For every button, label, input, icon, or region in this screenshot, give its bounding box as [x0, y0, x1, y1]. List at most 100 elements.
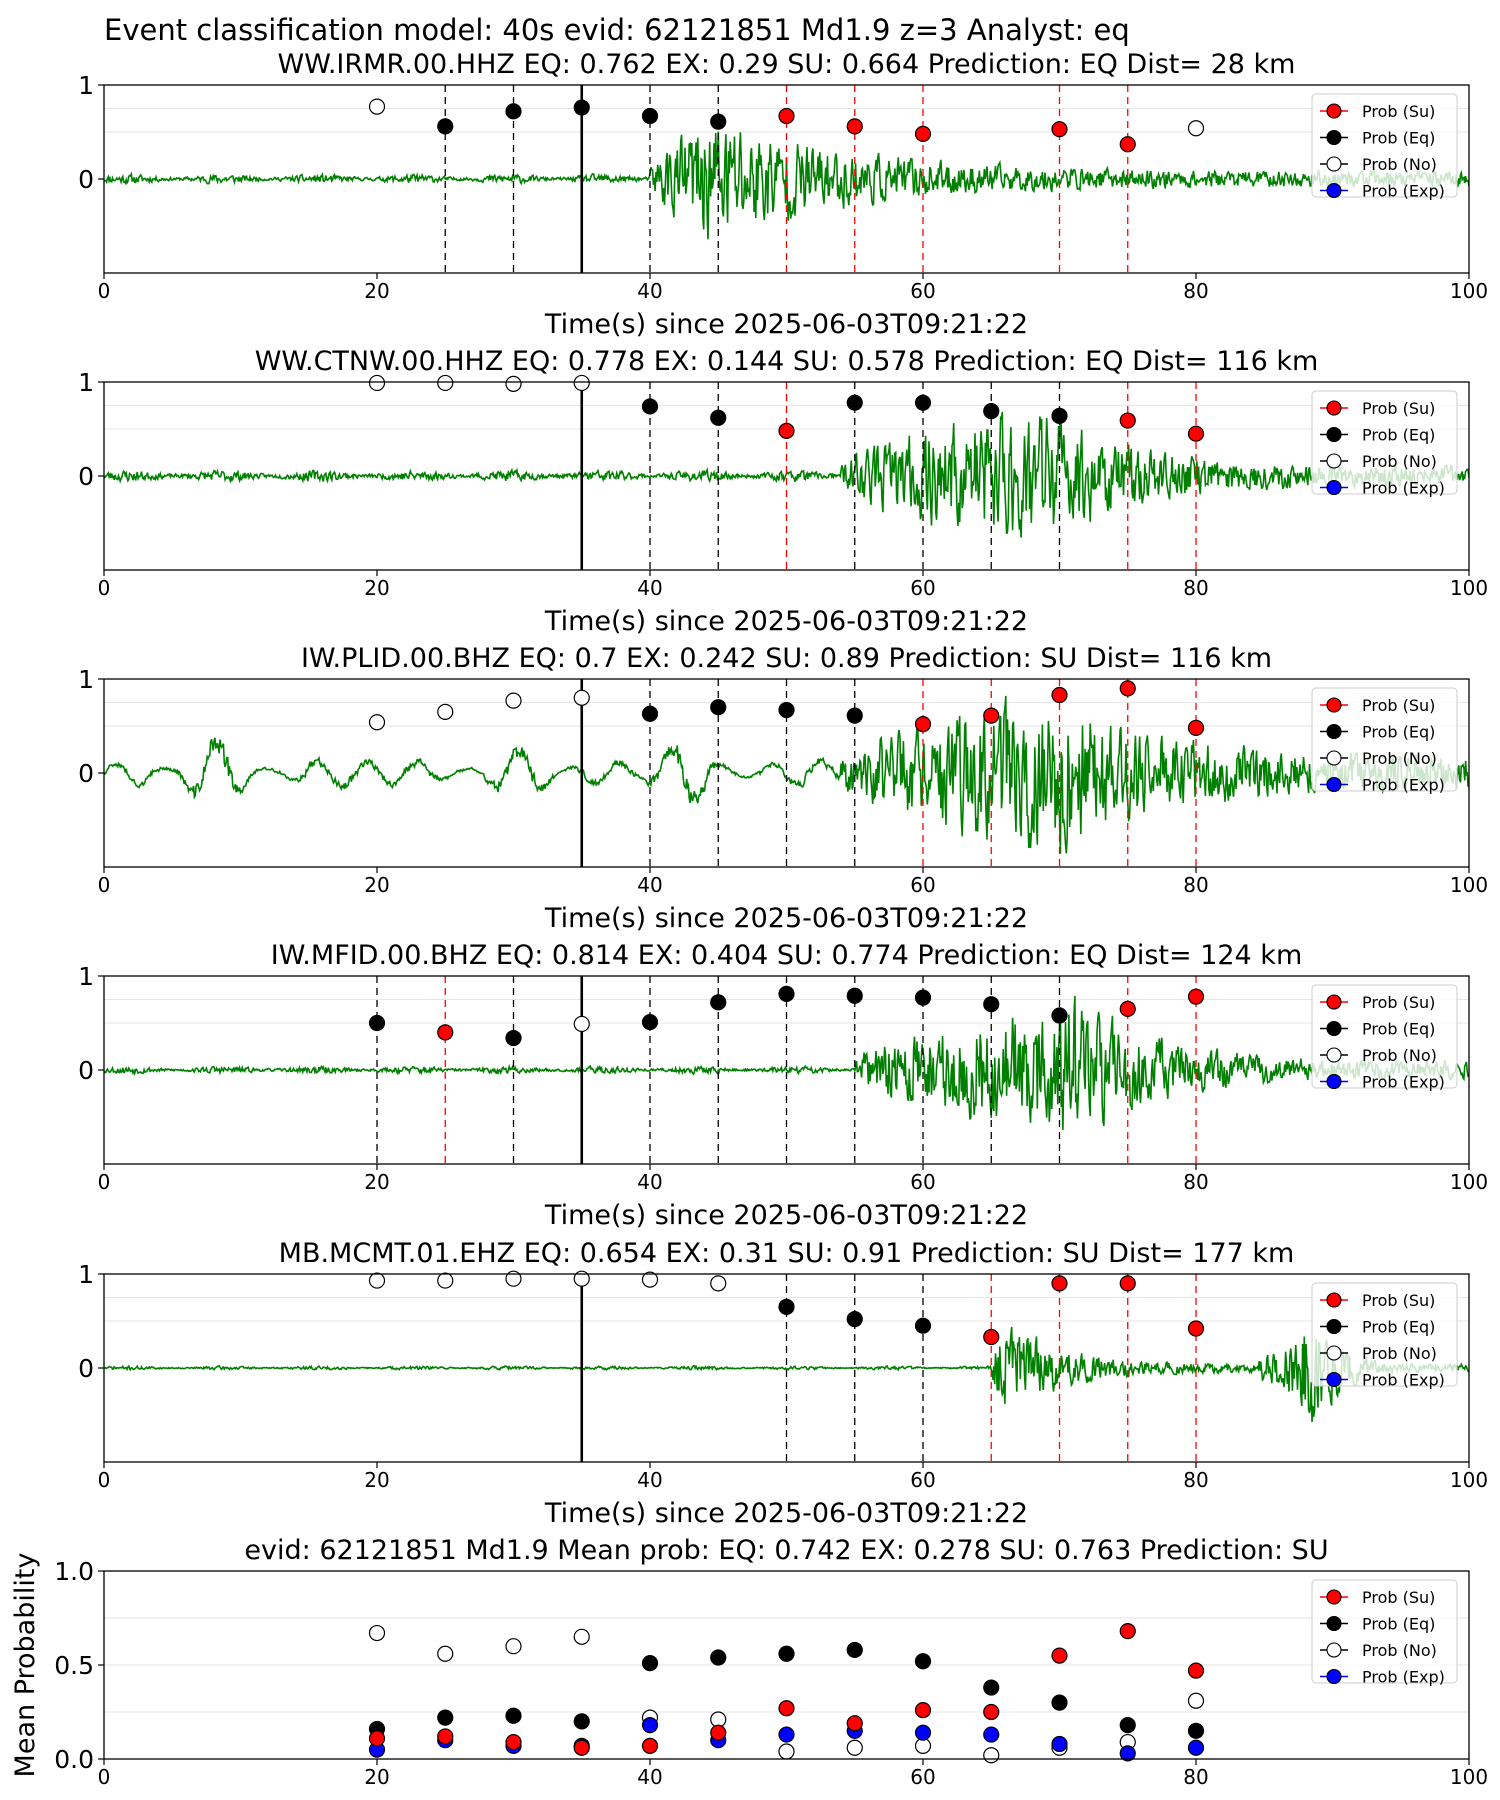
mean-prob-su-point — [1119, 1623, 1136, 1640]
legend-label: Prob (Su) — [1362, 1291, 1435, 1310]
x-tick-label: 20 — [364, 576, 389, 600]
prob-su-point — [1187, 1320, 1205, 1337]
x-tick-label: 20 — [364, 1765, 389, 1789]
prob-su-point — [914, 716, 932, 733]
mean-prob-exp-point — [641, 1717, 659, 1734]
prob-eq-point — [505, 103, 522, 120]
figure-suptitle: Event classification model: 40s evid: 62… — [104, 13, 1130, 47]
mean-prob-no-point — [778, 1743, 795, 1760]
x-tick-label: 0 — [98, 279, 111, 303]
legend-marker-eq — [1326, 1318, 1342, 1335]
panel-title: WW.CTNW.00.HHZ EQ: 0.778 EX: 0.144 SU: 0… — [255, 346, 1319, 377]
x-tick-label: 40 — [637, 576, 662, 600]
y-tick-label: 0 — [78, 759, 94, 788]
x-tick-label: 60 — [910, 873, 935, 897]
prob-no-point — [437, 374, 454, 392]
legend-marker-no — [1326, 453, 1342, 469]
mean-prob-su-point — [573, 1739, 590, 1756]
mean-prob-eq-point — [710, 1649, 727, 1666]
y-tick-label: 1 — [78, 665, 94, 694]
mean-prob-eq-point — [983, 1679, 1000, 1696]
prob-no-point — [573, 1015, 590, 1033]
mean-prob-eq-point — [1187, 1722, 1205, 1739]
x-tick-label: 80 — [1183, 279, 1208, 303]
prob-no-point — [437, 1272, 454, 1289]
prob-eq-point — [710, 994, 727, 1011]
prob-no-point — [368, 98, 386, 115]
prob-su-point — [983, 1328, 1000, 1346]
prob-eq-point — [846, 707, 863, 724]
mean-prob-su-point — [641, 1737, 659, 1754]
mean-prob-exp-point — [1051, 1735, 1068, 1753]
legend-label: Prob (Eq) — [1362, 1615, 1435, 1634]
panel-3: IW.PLID.00.BHZ EQ: 0.7 EX: 0.242 SU: 0.8… — [78, 643, 1488, 934]
mean-prob-eq-point — [914, 1653, 932, 1670]
y-tick-label: 1 — [78, 71, 94, 100]
y-tick-label: 0.5 — [54, 1651, 94, 1680]
prob-eq-point — [437, 118, 454, 135]
legend-label: Prob (Exp) — [1362, 1371, 1445, 1390]
legend-label: Prob (Eq) — [1362, 723, 1435, 742]
legend-marker-su — [1326, 400, 1342, 416]
mean-prob-eq-point — [1119, 1717, 1136, 1734]
waveform-trace — [104, 995, 1469, 1130]
panel-title: MB.MCMT.01.EHZ EQ: 0.654 EX: 0.31 SU: 0.… — [279, 1238, 1295, 1269]
mean-prob-su-point — [1051, 1647, 1068, 1664]
mean-prob-su-point — [778, 1700, 795, 1717]
legend-marker-exp — [1326, 1073, 1342, 1090]
x-tick-label: 80 — [1183, 1765, 1208, 1789]
prob-su-point — [1119, 680, 1136, 697]
legend-marker-no — [1326, 156, 1342, 172]
mean-prob-exp-point — [1187, 1739, 1205, 1756]
prob-su-point — [1187, 425, 1205, 442]
prob-no-point — [437, 703, 454, 721]
legend-marker-eq — [1326, 1020, 1342, 1037]
legend-box — [1311, 1282, 1458, 1387]
prob-eq-point — [641, 1013, 659, 1031]
legend-marker-exp — [1326, 479, 1342, 496]
mean-prob-su-point — [505, 1733, 522, 1751]
prob-no-point — [505, 1270, 522, 1287]
x-tick-label: 0 — [98, 1468, 111, 1492]
prob-no-point — [641, 1271, 659, 1288]
prob-no-point — [505, 692, 522, 709]
prob-no-point — [573, 1270, 590, 1287]
legend-marker-no — [1326, 1047, 1342, 1063]
legend-marker-eq — [1326, 1615, 1342, 1632]
x-tick-label: 100 — [1450, 279, 1488, 303]
legend-marker-exp — [1326, 182, 1342, 199]
prob-eq-point — [1051, 1007, 1068, 1024]
x-axis-label: Time(s) since 2025-06-03T09:21:22 — [544, 606, 1028, 637]
prob-no-point — [368, 374, 386, 392]
x-tick-label: 60 — [910, 1468, 935, 1492]
prob-no-point — [573, 374, 590, 392]
prob-su-point — [1119, 1275, 1136, 1292]
panel-1: WW.IRMR.00.HHZ EQ: 0.762 EX: 0.29 SU: 0.… — [78, 49, 1488, 340]
prob-su-point — [1119, 1000, 1136, 1018]
x-tick-label: 40 — [637, 279, 662, 303]
legend-marker-exp — [1326, 1668, 1342, 1685]
prob-su-point — [983, 707, 1000, 724]
x-axis-label: Time(s) since 2025-06-03T09:21:22 — [544, 1498, 1028, 1529]
x-tick-label: 40 — [637, 1765, 662, 1789]
mean-prob-su-point — [437, 1728, 454, 1745]
mean-prob-no-point — [505, 1638, 522, 1655]
legend-label: Prob (Eq) — [1362, 1318, 1435, 1337]
legend-marker-eq — [1326, 129, 1342, 146]
mean-prob-exp-point — [983, 1726, 1000, 1743]
prob-eq-point — [710, 409, 727, 426]
prob-su-point — [1187, 988, 1205, 1005]
legend-marker-exp — [1326, 1371, 1342, 1388]
legend-box — [1311, 984, 1458, 1089]
mean-prob-exp-point — [914, 1724, 932, 1741]
legend-box — [1311, 687, 1458, 792]
mean-prob-eq-point — [1051, 1694, 1068, 1711]
mean-prob-no-point — [846, 1739, 863, 1756]
mean-prob-su-point — [983, 1703, 1000, 1721]
prob-no-point — [368, 714, 386, 731]
panel-2: WW.CTNW.00.HHZ EQ: 0.778 EX: 0.144 SU: 0… — [78, 346, 1488, 637]
x-tick-label: 60 — [910, 576, 935, 600]
prob-eq-point — [368, 1014, 386, 1032]
prob-eq-point — [983, 403, 1000, 420]
mean-prob-eq-point — [437, 1709, 454, 1726]
